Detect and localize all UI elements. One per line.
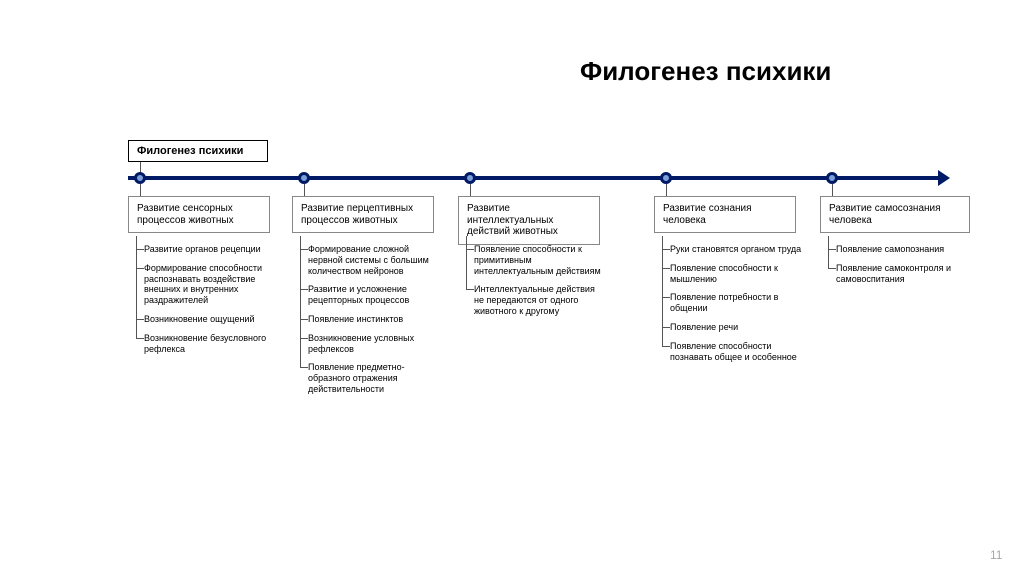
stage-box: Развитие сенсорных процессов животных	[128, 196, 270, 233]
timeline-dot	[134, 172, 146, 184]
sub-item: Появление потребности в общении	[670, 292, 802, 314]
sub-item: Появление самопознания	[836, 244, 976, 255]
stage-box: Развитие интеллектуальных действий живот…	[458, 196, 600, 245]
timeline-dot	[464, 172, 476, 184]
stage-box: Развитие перцептивных процессов животных	[292, 196, 434, 233]
sublist-trunk	[466, 236, 467, 289]
sub-item: Развитие и усложнение рецепторных процес…	[308, 284, 440, 306]
sub-list: Руки становятся органом труда Появление с…	[670, 244, 802, 370]
sub-item-connector	[300, 338, 308, 339]
dot-to-stage-connector	[140, 184, 141, 196]
sub-item: Появление способности к мышлению	[670, 263, 802, 285]
dot-to-stage-connector	[832, 184, 833, 196]
stage-box-label: Развитие сенсорных процессов животных	[137, 203, 234, 226]
sub-item: Возникновение безусловного рефлекса	[144, 333, 276, 355]
timeline-dot	[660, 172, 672, 184]
sublist-trunk	[136, 236, 137, 338]
sub-item: Развитие органов рецепции	[144, 244, 276, 255]
stage-box-label: Развитие сознания человека	[663, 203, 752, 226]
sub-item: Интеллектуальные действия не передаются …	[474, 284, 606, 316]
sub-item: Появление способности познавать общее и …	[670, 341, 802, 363]
sub-item: Формирование сложной нервной системы с б…	[308, 244, 440, 276]
sub-item-connector	[662, 297, 670, 298]
sublist-trunk	[662, 236, 663, 346]
sub-item: Руки становятся органом труда	[670, 244, 802, 255]
stage-box-label: Развитие интеллектуальных действий живот…	[467, 203, 558, 237]
timeline-dot	[826, 172, 838, 184]
sub-item-connector	[136, 319, 144, 320]
sub-item-connector	[136, 249, 144, 250]
dot-to-stage-connector	[666, 184, 667, 196]
stage-box-label: Развитие перцептивных процессов животных	[301, 203, 413, 226]
sub-list: Появление способности к примитивным инте…	[474, 244, 606, 325]
timeline-arrowhead	[938, 170, 950, 186]
sub-item: Возникновение условных рефлексов	[308, 333, 440, 355]
sub-item-connector	[300, 289, 308, 290]
sub-list: Формирование сложной нервной системы с б…	[308, 244, 440, 403]
sublist-trunk	[300, 236, 301, 367]
sub-item: Появление речи	[670, 322, 802, 333]
page-title: Филогенез психики	[580, 56, 831, 87]
sub-item-connector	[662, 346, 670, 347]
dot-to-stage-connector	[304, 184, 305, 196]
stage-box: Развитие сознания человека	[654, 196, 796, 233]
sub-item: Появление способности к примитивным инте…	[474, 244, 606, 276]
sub-item-connector	[300, 249, 308, 250]
timeline-dot	[298, 172, 310, 184]
sub-list: Развитие органов рецепции Формирование сп…	[144, 244, 276, 362]
sublist-trunk	[828, 236, 829, 268]
dot-to-stage-connector	[470, 184, 471, 196]
timeline-bar	[128, 176, 938, 180]
sub-item-connector	[662, 327, 670, 328]
sub-item: Формирование способности распознавать во…	[144, 263, 276, 306]
sub-item-connector	[828, 249, 836, 250]
sub-item: Появление самоконтроля и самовоспитания	[836, 263, 976, 285]
sub-item-connector	[136, 268, 144, 269]
sub-item-connector	[300, 367, 308, 368]
sub-item: Появление инстинктов	[308, 314, 440, 325]
sub-item-connector	[828, 268, 836, 269]
sub-list: Появление самопознания Появление самоконт…	[836, 244, 976, 292]
sub-item: Возникновение ощущений	[144, 314, 276, 325]
stage-box: Развитие самосознания человека	[820, 196, 970, 233]
sub-item-connector	[136, 338, 144, 339]
sub-item-connector	[662, 268, 670, 269]
sub-item-connector	[300, 319, 308, 320]
stage-box-label: Развитие самосознания человека	[829, 203, 941, 226]
sub-item-connector	[466, 249, 474, 250]
slide-number: 11	[990, 548, 1002, 562]
sub-item-connector	[466, 289, 474, 290]
root-box: Филогенез психики	[128, 140, 268, 162]
sub-item: Появление предметно-образного отражения …	[308, 362, 440, 394]
sub-item-connector	[662, 249, 670, 250]
